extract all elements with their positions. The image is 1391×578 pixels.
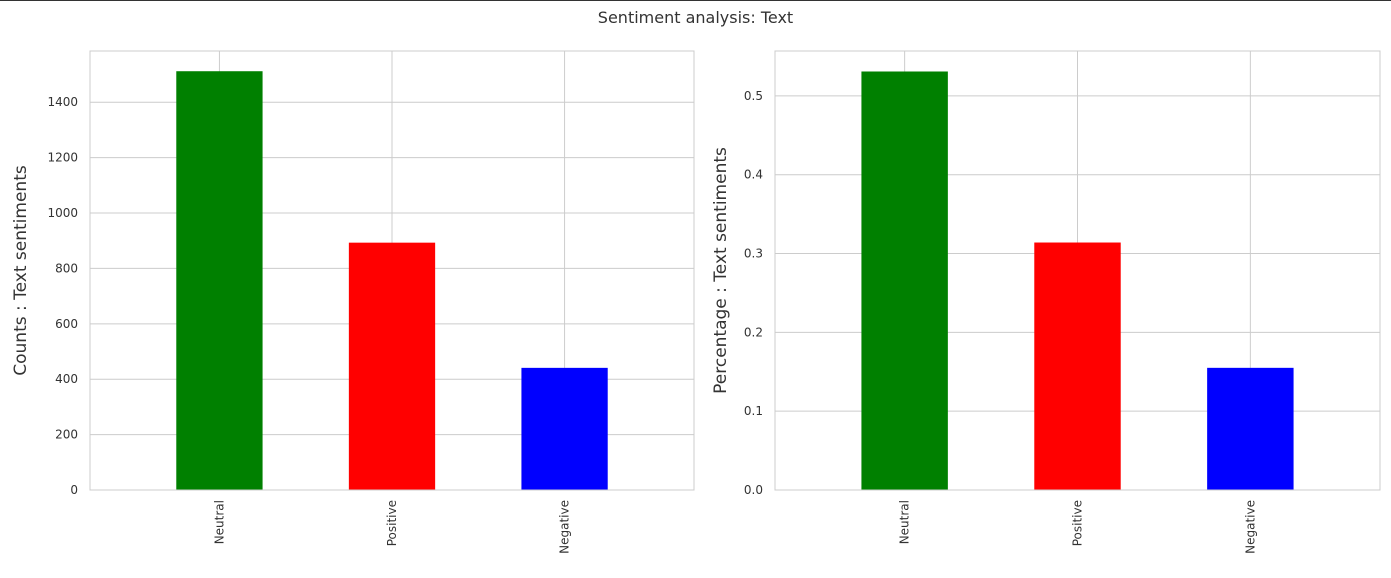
bar-negative (1207, 367, 1294, 490)
bar-neutral (176, 71, 263, 490)
y-tick-label: 0.5 (744, 89, 763, 103)
y-tick-label: 1000 (47, 206, 78, 220)
x-tick-label: Positive (1071, 500, 1085, 546)
x-tick-label: Neutral (212, 500, 226, 544)
y-tick-label: 1400 (47, 95, 78, 109)
x-tick-label: Positive (385, 500, 399, 546)
y-tick-label: 600 (55, 317, 78, 331)
y-tick-label: 0.4 (744, 168, 763, 182)
x-tick-label: Negative (558, 500, 572, 554)
axes-frame (774, 50, 1381, 491)
x-tick-label: Neutral (898, 500, 912, 544)
y-tick-label: 200 (55, 428, 78, 442)
top-border-line (0, 0, 1391, 1)
axes-frame (89, 50, 695, 491)
y-tick-label: 0.1 (744, 404, 763, 418)
y-axis-label: Counts : Text sentiments (11, 165, 31, 376)
bar-neutral (861, 71, 948, 491)
y-tick-label: 1200 (47, 151, 78, 165)
bar-positive (1034, 242, 1121, 490)
x-tick-label: Negative (1243, 500, 1257, 554)
y-tick-label: 0.2 (744, 325, 763, 339)
y-tick-label: 0.3 (744, 247, 763, 261)
y-tick-label: 0 (70, 483, 78, 497)
y-axis-label: Percentage : Text sentiments (711, 147, 731, 394)
figure-title: Sentiment analysis: Text (597, 8, 794, 27)
y-tick-label: 0.0 (744, 483, 763, 497)
y-tick-label: 400 (55, 372, 78, 386)
bar-negative (521, 367, 608, 490)
y-tick-label: 800 (55, 261, 78, 275)
bar-positive (348, 242, 436, 490)
